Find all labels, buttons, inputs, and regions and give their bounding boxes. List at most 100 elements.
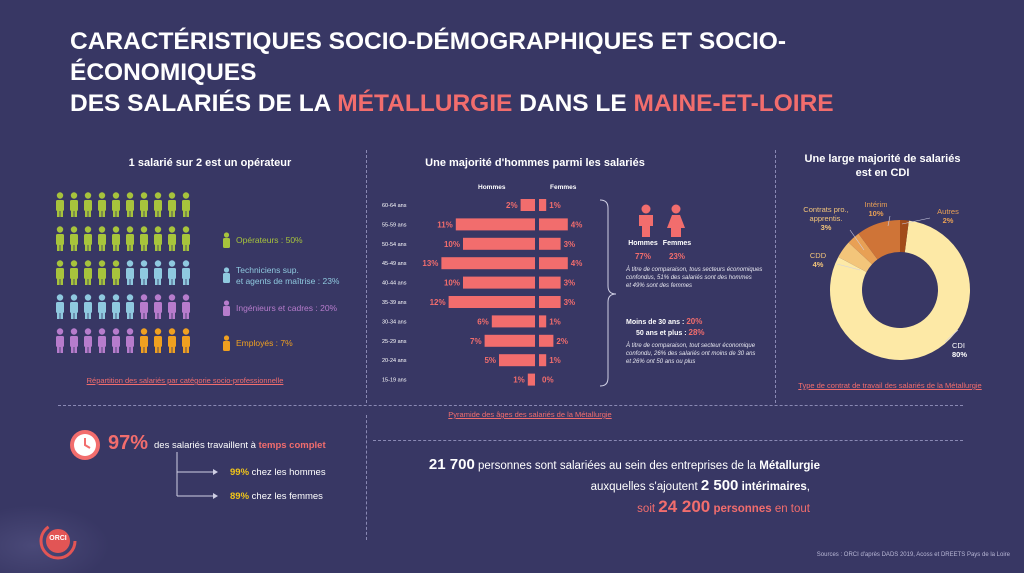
separator-vertical-2	[775, 150, 776, 403]
note-csp[interactable]: Répartition des salariés par catégorie s…	[86, 376, 284, 385]
bar-label-hommes: 11%	[437, 220, 453, 229]
person-icon	[112, 294, 120, 319]
bar-femmes	[539, 315, 547, 328]
donut-label: apprentis.	[810, 214, 843, 223]
legend-label-ingenieurs: Ingénieurs et cadres : 20%	[236, 303, 338, 313]
summary-l1-bold: Métallurgie	[759, 460, 820, 472]
bar-label-hommes: 12%	[430, 298, 446, 307]
bar-label-femmes: 3%	[564, 240, 576, 249]
bar-hommes	[527, 373, 535, 386]
person-icon	[70, 294, 78, 319]
pyr-femmes-label: Femmes	[662, 240, 692, 247]
person-icon	[56, 294, 64, 319]
age-label: 40-44 ans	[382, 281, 407, 287]
age-label: 15-19 ans	[382, 378, 407, 384]
person-icon	[98, 260, 106, 285]
summary-l3-text: soit	[637, 503, 659, 515]
legend-label-techniciens-1: Techniciens sup.	[236, 265, 299, 275]
person-icon	[182, 226, 190, 251]
note-pyramide[interactable]: Pyramide des âges des salariés de la Mét…	[448, 410, 612, 419]
bar-hommes	[484, 334, 535, 347]
person-icon	[84, 260, 92, 285]
person-icon	[98, 328, 106, 353]
title-part: DES SALARIÉS DE LA	[70, 90, 338, 117]
summary-l2-text: auxquelles s'ajoutent	[590, 481, 701, 493]
person-icon	[84, 226, 92, 251]
femmes-txt: chez les femmes	[249, 491, 323, 502]
bar-label-femmes: 4%	[571, 220, 583, 229]
bar-hommes	[455, 218, 535, 231]
separator-vertical-3	[366, 415, 367, 540]
hommes-pct: 99%	[230, 467, 250, 478]
bar-femmes	[539, 199, 547, 211]
summary-salaries-num: 21 700	[428, 456, 475, 473]
temps-complet-text-b: temps complet	[258, 440, 326, 451]
summary-interim-num: 2 500	[700, 477, 739, 494]
title-line-2: DES SALARIÉS DE LA MÉTALLURGIE DANS LE M…	[70, 88, 970, 119]
person-icon	[140, 192, 148, 217]
legend-label-techniciens: Techniciens sup. et agents de maîtrise : …	[236, 265, 339, 287]
pyr-hommes-label: Hommes	[628, 240, 658, 247]
femmes-pct: 89%	[230, 491, 250, 502]
person-icon	[98, 226, 106, 251]
moins30-value: 20%	[686, 317, 703, 326]
person-icon	[98, 294, 106, 319]
plus50-value: 28%	[688, 328, 705, 337]
person-icon	[168, 328, 176, 353]
bar-femmes	[539, 237, 561, 250]
donut-label: 4%	[813, 260, 824, 269]
age-label: 20-24 ans	[382, 358, 407, 364]
sources: Sources : ORCI d'après DADS 2019, Acoss …	[816, 552, 1010, 558]
bar-label-hommes: 13%	[422, 259, 438, 268]
donut-label: 3%	[821, 223, 832, 232]
bar-label-hommes: 7%	[470, 337, 482, 346]
bar-hommes	[441, 257, 535, 270]
person-icon	[112, 192, 120, 217]
bar-label-hommes: 5%	[484, 356, 496, 365]
donut-label: Autres	[937, 207, 959, 216]
person-icon	[56, 328, 64, 353]
bar-femmes	[539, 296, 561, 308]
person-icon	[182, 260, 190, 285]
person-icon	[70, 328, 78, 353]
person-icon	[84, 328, 92, 353]
donut-slice	[830, 220, 970, 361]
leader-line	[901, 217, 931, 225]
bar-label-hommes: 2%	[506, 201, 518, 210]
bar-femmes	[539, 276, 561, 289]
comp1-line: À titre de comparaison, tous secteurs éc…	[626, 267, 763, 273]
leader-line	[944, 329, 959, 343]
donut-label: CDI	[952, 341, 965, 350]
person-icon	[182, 192, 190, 217]
separator-horizontal	[58, 405, 963, 406]
woman-icon	[667, 204, 685, 237]
donut-label: 80%	[952, 350, 967, 359]
bar-label-femmes: 4%	[571, 259, 583, 268]
bar-hommes	[491, 315, 535, 328]
summary-l3-bold: personnes	[710, 503, 772, 515]
plus50-label: 50 ans et plus :	[636, 330, 687, 337]
person-icon	[112, 226, 120, 251]
temps-complet-femmes: 89% chez les femmes	[230, 491, 323, 502]
bar-femmes	[539, 218, 568, 231]
pyr-femmes-pct: 23%	[668, 252, 685, 261]
age-label: 50-54 ans	[382, 242, 407, 248]
age-label: 25-29 ans	[382, 339, 407, 345]
person-icon	[126, 294, 134, 319]
person-icon	[168, 294, 176, 319]
person-icon	[126, 260, 134, 285]
person-icon	[140, 260, 148, 285]
bracket-icon	[599, 199, 617, 387]
summary-line-2: auxquelles s'ajoutent 2 500 intérimaires…	[380, 476, 820, 497]
note-contrat[interactable]: Type de contrat de travail des salariés …	[798, 381, 982, 390]
section-title-csp: 1 salarié sur 2 est un opérateur	[128, 157, 292, 169]
person-icon	[126, 226, 134, 251]
age-label: 45-49 ans	[382, 261, 407, 267]
separator-vertical-1	[366, 150, 367, 403]
person-icon	[223, 335, 230, 351]
summary-line-3: soit 24 200 personnes en tout	[380, 497, 820, 519]
man-icon	[639, 204, 653, 237]
person-icon	[140, 294, 148, 319]
summary-total-num: 24 200	[658, 497, 711, 516]
clock-icon	[70, 430, 100, 460]
